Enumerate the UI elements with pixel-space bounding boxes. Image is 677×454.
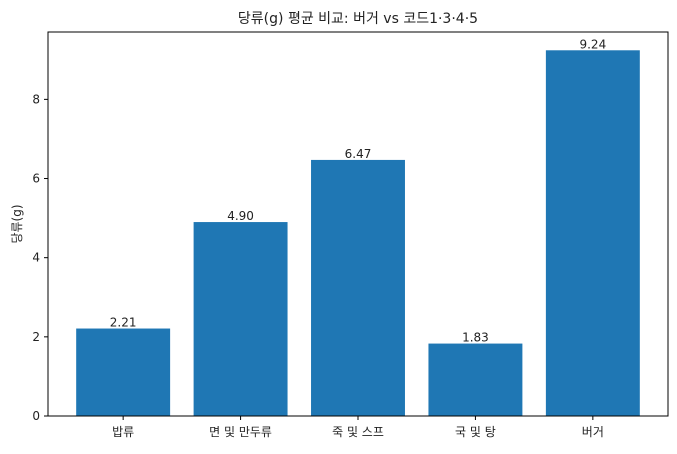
x-tick-label: 밥류 xyxy=(112,425,134,439)
bar xyxy=(76,328,171,416)
y-tick-label: 6 xyxy=(32,172,40,186)
bar-value-label: 6.47 xyxy=(345,147,372,161)
y-tick-label: 2 xyxy=(32,330,40,344)
y-tick-label: 8 xyxy=(32,92,40,106)
y-tick-label: 4 xyxy=(32,251,40,265)
y-axis-label: 당류(g) xyxy=(10,204,24,243)
bar xyxy=(193,222,288,416)
x-tick-label: 버거 xyxy=(582,425,604,439)
plot-frame xyxy=(47,31,669,417)
y-tick-label: 0 xyxy=(32,409,40,423)
x-tick-label: 죽 및 스프 xyxy=(332,425,384,439)
x-tick-label: 국 및 탕 xyxy=(455,425,496,439)
x-tick-label: 면 및 만두류 xyxy=(209,425,272,439)
bar xyxy=(428,343,523,416)
bar-value-label: 9.24 xyxy=(579,37,606,51)
chart-title: 당류(g) 평균 비교: 버거 vs 코드1·3·4·5 xyxy=(238,11,478,27)
bar-value-label: 4.90 xyxy=(227,209,254,223)
bar-value-label: 2.21 xyxy=(110,316,137,330)
bar xyxy=(311,159,405,416)
bar xyxy=(545,50,640,417)
bar-value-label: 1.83 xyxy=(462,331,489,345)
